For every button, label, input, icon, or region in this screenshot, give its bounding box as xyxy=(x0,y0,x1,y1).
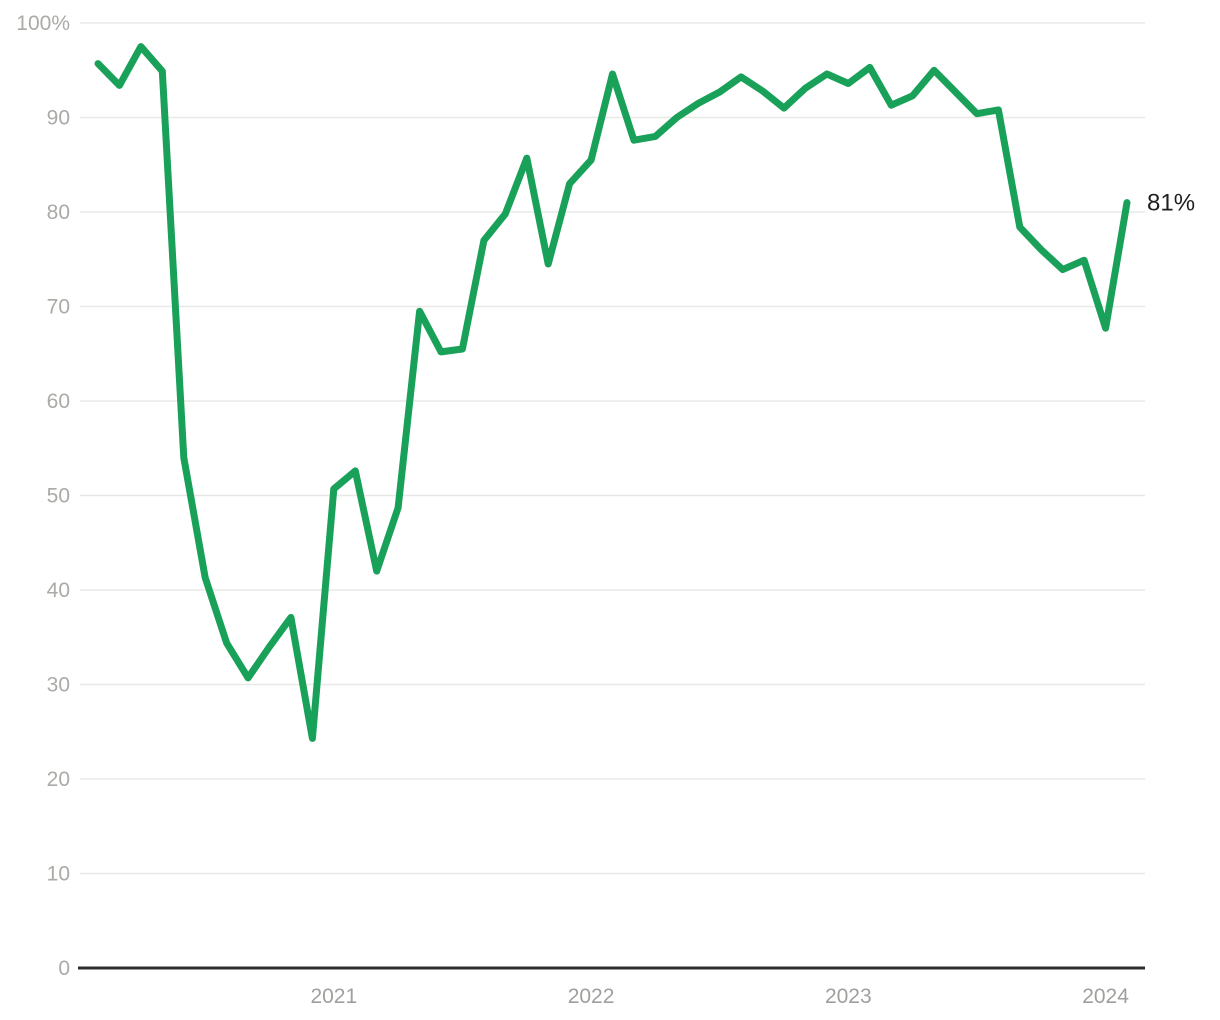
x-axis-tick-label: 2024 xyxy=(1082,985,1129,1008)
y-axis-tick-label: 60 xyxy=(47,390,70,413)
y-axis-tick-label: 90 xyxy=(47,107,70,130)
x-axis-tick-label: 2022 xyxy=(568,985,615,1008)
y-axis-tick-label: 20 xyxy=(47,768,70,791)
y-axis-tick-label: 30 xyxy=(47,674,70,697)
y-axis-tick-label: 10 xyxy=(47,863,70,886)
data-line xyxy=(94,43,1131,742)
y-axis-tick-label: 50 xyxy=(47,485,70,508)
y-axis-tick-label: 0 xyxy=(58,957,70,980)
x-axis-tick-label: 2023 xyxy=(825,985,872,1008)
y-axis-tick-label: 70 xyxy=(47,296,70,319)
y-axis-tick-label: 40 xyxy=(47,579,70,602)
y-axis-tick-label: 100% xyxy=(16,12,70,35)
x-axis-tick-label: 2021 xyxy=(310,985,357,1008)
y-axis-tick-label: 80 xyxy=(47,201,70,224)
end-value-label: 81% xyxy=(1147,190,1195,217)
